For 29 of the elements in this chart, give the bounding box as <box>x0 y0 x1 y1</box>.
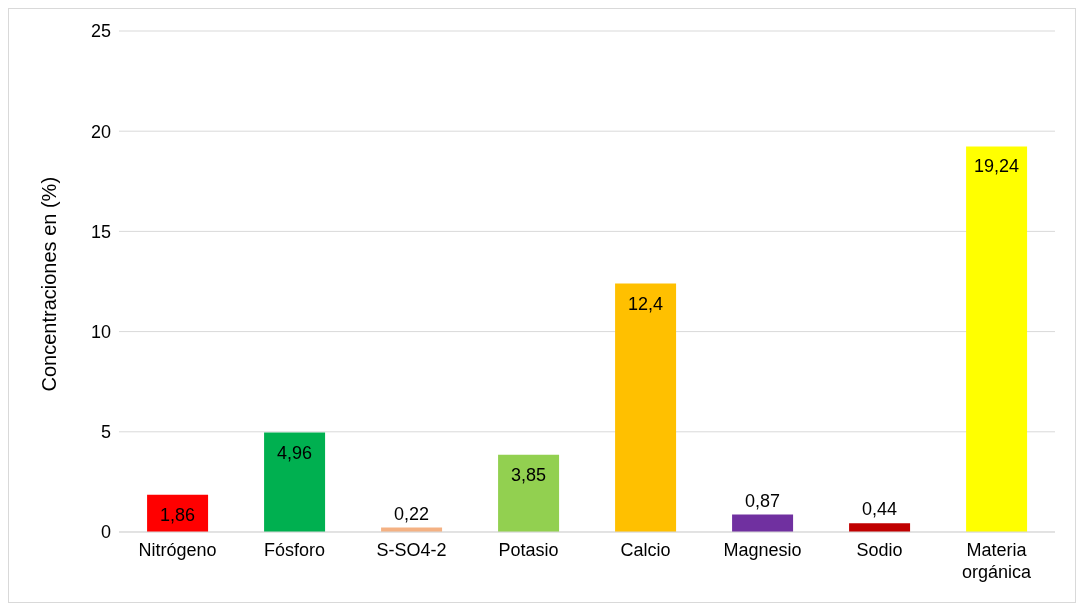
y-tick-label: 25 <box>90 21 111 42</box>
data-label: 4,96 <box>277 442 313 463</box>
data-label: 1,86 <box>160 504 196 525</box>
data-label: 19,24 <box>974 156 1020 177</box>
y-tick-label: 10 <box>90 321 111 342</box>
bar <box>849 523 911 532</box>
data-label: 3,85 <box>511 464 547 485</box>
y-tick-label: 20 <box>90 121 111 142</box>
x-tick-label: Potasio <box>498 540 559 560</box>
x-tick-label: Fósforo <box>263 540 326 560</box>
bar <box>498 454 560 532</box>
x-tick-label: Magnesio <box>723 540 802 560</box>
x-tick-label: Nitrógeno <box>138 540 217 560</box>
bar <box>732 514 794 532</box>
bar <box>615 283 677 532</box>
data-label: 0,22 <box>394 503 430 524</box>
data-label: 0,44 <box>862 499 898 520</box>
y-tick-label: 15 <box>90 221 111 242</box>
y-tick-label: 0 <box>100 522 111 543</box>
x-tick-label: Materia orgánica <box>961 540 1033 582</box>
x-tick-label: Sodio <box>856 540 903 560</box>
y-tick-label: 5 <box>100 422 111 443</box>
y-axis-title: Concentraciones en (%) <box>38 176 61 392</box>
x-tick-label: S-SO4-2 <box>376 540 447 560</box>
bar <box>966 146 1028 532</box>
bar <box>264 432 326 532</box>
data-label: 0,87 <box>745 490 781 511</box>
data-label: 12,4 <box>628 293 664 314</box>
x-tick-label: Calcio <box>620 540 671 560</box>
